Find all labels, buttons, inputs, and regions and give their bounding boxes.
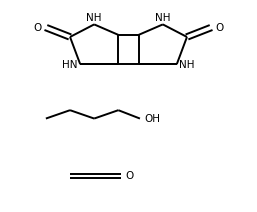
Text: O: O xyxy=(215,22,223,32)
Text: OH: OH xyxy=(144,114,161,124)
Text: NH: NH xyxy=(86,13,102,23)
Text: NH: NH xyxy=(179,60,195,70)
Text: HN: HN xyxy=(62,60,78,70)
Text: NH: NH xyxy=(155,13,171,23)
Text: O: O xyxy=(125,171,134,181)
Text: O: O xyxy=(34,22,42,32)
